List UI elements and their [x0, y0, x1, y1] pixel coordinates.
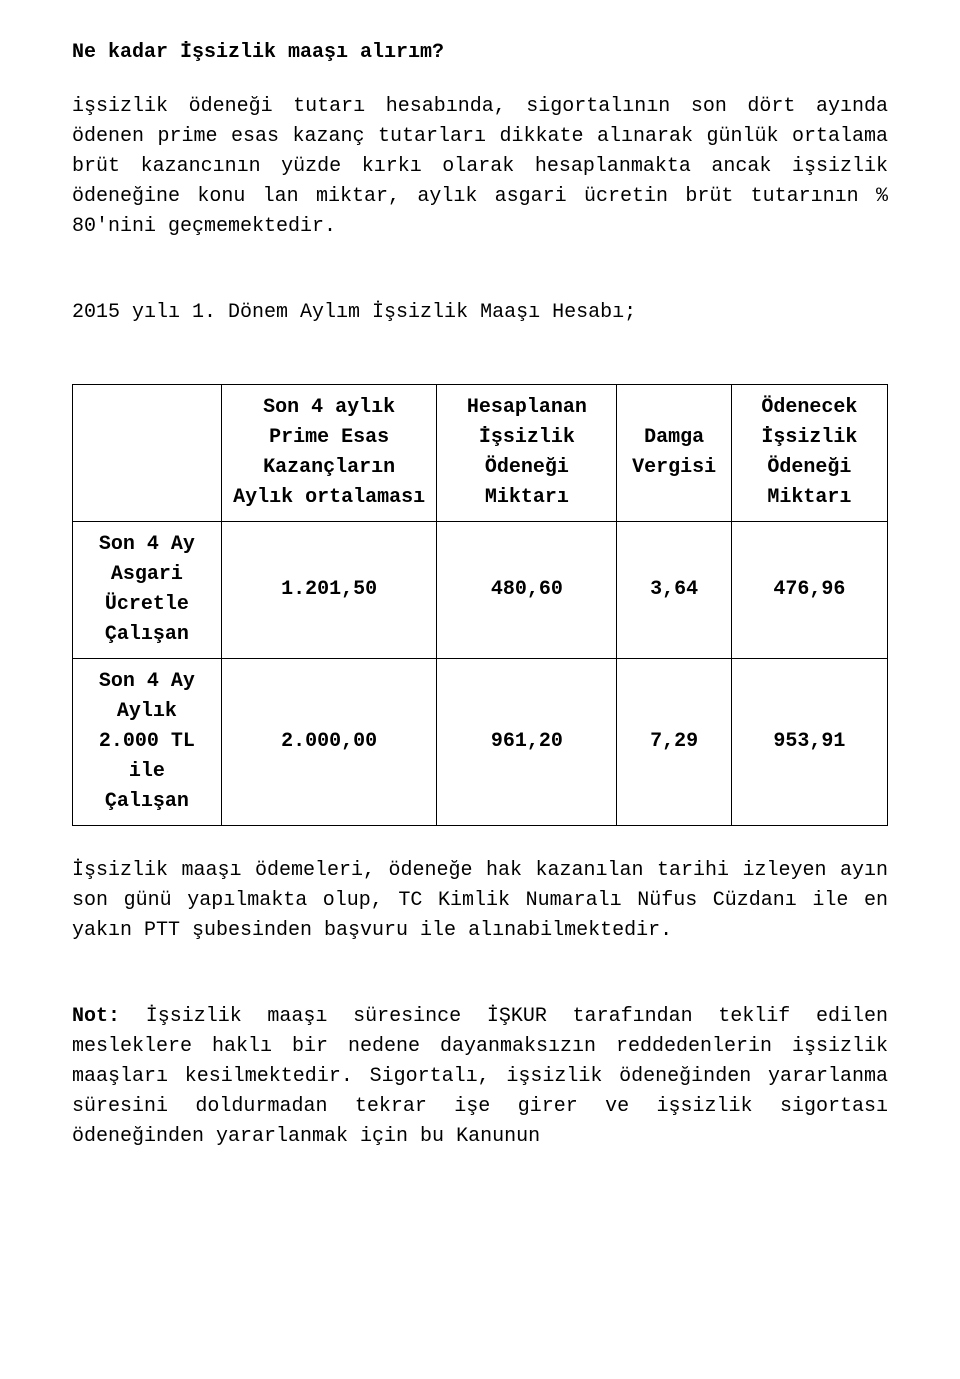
- table-header-empty: [73, 385, 222, 522]
- table-row: Son 4 Ay Aylık 2.000 TL ile Çalışan 2.00…: [73, 659, 888, 826]
- row-label: Son 4 Ay Aylık 2.000 TL ile Çalışan: [73, 659, 222, 826]
- note-paragraph: Not: İşsizlik maaşı süresince İŞKUR tara…: [72, 1002, 888, 1152]
- table-cell: 7,29: [617, 659, 731, 826]
- note-text: İşsizlik maaşı süresince İŞKUR tarafında…: [72, 1005, 888, 1148]
- row-label: Son 4 Ay Asgari Ücretle Çalışan: [73, 522, 222, 659]
- table-header-col4: Ödenecek İşsizlik Ödeneği Miktarı: [731, 385, 887, 522]
- after-table-paragraph: İşsizlik maaşı ödemeleri, ödeneğe hak ka…: [72, 856, 888, 946]
- subheading: 2015 yılı 1. Dönem Aylım İşsizlik Maaşı …: [72, 298, 888, 328]
- calculation-table: Son 4 aylık Prime Esas Kazançların Aylık…: [72, 384, 888, 826]
- table-header-col1: Son 4 aylık Prime Esas Kazançların Aylık…: [221, 385, 437, 522]
- table-cell: 961,20: [437, 659, 617, 826]
- table-row: Son 4 Ay Asgari Ücretle Çalışan 1.201,50…: [73, 522, 888, 659]
- table-cell: 2.000,00: [221, 659, 437, 826]
- table-cell: 480,60: [437, 522, 617, 659]
- table-header-row: Son 4 aylık Prime Esas Kazançların Aylık…: [73, 385, 888, 522]
- note-label: Not:: [72, 1005, 120, 1028]
- table-cell: 953,91: [731, 659, 887, 826]
- table-cell: 3,64: [617, 522, 731, 659]
- table-cell: 476,96: [731, 522, 887, 659]
- page-heading: Ne kadar İşsizlik maaşı alırım?: [72, 38, 888, 68]
- table-header-col3: Damga Vergisi: [617, 385, 731, 522]
- table-cell: 1.201,50: [221, 522, 437, 659]
- table-header-col2: Hesaplanan İşsizlik Ödeneği Miktarı: [437, 385, 617, 522]
- intro-paragraph: işsizlik ödeneği tutarı hesabında, sigor…: [72, 92, 888, 242]
